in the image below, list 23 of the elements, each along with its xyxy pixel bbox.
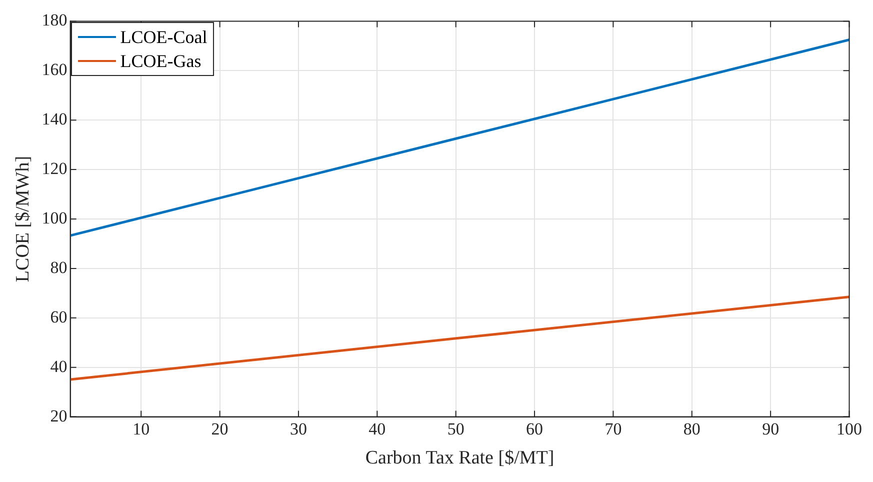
x-tick-label: 10 xyxy=(132,419,150,438)
y-tick-label: 100 xyxy=(42,208,68,228)
y-tick-label: 60 xyxy=(50,307,68,326)
y-tick-label: 140 xyxy=(42,110,68,129)
legend-label: LCOE-Coal xyxy=(120,26,208,50)
x-tick-label: 50 xyxy=(447,419,464,438)
x-tick-label: 40 xyxy=(368,419,386,438)
x-tick-label: 30 xyxy=(290,419,307,438)
y-tick-label: 160 xyxy=(42,60,68,80)
y-axis-title: LCOE [$/MWh] xyxy=(12,156,34,282)
y-tick-label: 20 xyxy=(50,406,68,426)
x-tick-label: 90 xyxy=(762,419,780,438)
y-tick-label: 120 xyxy=(42,159,68,178)
x-tick-label: 70 xyxy=(604,419,622,438)
x-tick-label: 100 xyxy=(836,419,862,438)
x-tick-label: 60 xyxy=(526,419,544,438)
y-tick-label: 180 xyxy=(42,10,68,30)
y-tick-label: 40 xyxy=(50,356,68,376)
x-tick-label: 20 xyxy=(211,419,228,438)
x-tick-label: 80 xyxy=(683,419,700,438)
legend-label: LCOE-Gas xyxy=(120,50,202,74)
y-tick-label: 80 xyxy=(50,258,68,277)
x-axis-title: Carbon Tax Rate [$/MT] xyxy=(365,448,554,469)
